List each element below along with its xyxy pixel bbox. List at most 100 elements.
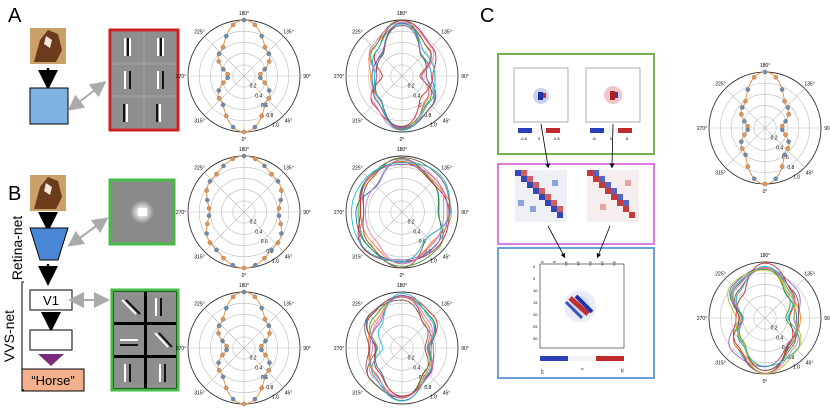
polar-data-point (782, 98, 787, 104)
polar-radius-label: 0.4 (255, 93, 262, 99)
polar-plot-4: 0°45°90°135°180°225°270°315°0.20.40.60.8… (334, 147, 469, 279)
polar-data-point (230, 262, 235, 268)
polar-spoke (362, 347, 403, 388)
filter-grid-a (108, 28, 180, 132)
polar-data-point (751, 75, 757, 80)
polar-radius-label: 0.6 (419, 375, 426, 381)
hm-y-tick-15: 15 (533, 300, 538, 305)
polar-data-point (206, 206, 212, 211)
polar-angle-label: 315° (352, 391, 362, 397)
polar-data-point (216, 96, 222, 101)
polar-radius-label: 1.0 (793, 174, 800, 180)
polar-data-point (205, 221, 210, 227)
polar-data-point (262, 102, 268, 108)
polar-angle-label: 180° (397, 11, 407, 17)
retina-filter-image (108, 178, 176, 246)
polar-angle-label: 135° (441, 301, 451, 307)
polar-radius-label: 0.4 (776, 335, 783, 341)
polar-radius-label: 0.2 (408, 220, 415, 226)
polar-data-point (252, 22, 258, 28)
polar-data-point (230, 396, 236, 402)
rf-map-right (585, 67, 641, 123)
polar-data-point (207, 240, 213, 245)
polar-angle-label: 315° (715, 361, 725, 367)
polar-data-point (224, 347, 229, 353)
polar-neuron-line (359, 163, 449, 261)
polar-data-point (262, 316, 268, 322)
polar-data-point (739, 146, 745, 151)
polar-angle-label: 135° (283, 301, 293, 307)
polar-spoke (243, 211, 284, 252)
polar-spoke (204, 347, 245, 388)
polar-data-point (278, 197, 283, 203)
polar-spoke (725, 278, 766, 319)
polar-data-point (230, 156, 235, 162)
polar-data-point (206, 213, 212, 218)
polar-data-point (745, 164, 751, 169)
polar-radius-label: 1.0 (430, 258, 437, 264)
polar-spoke (401, 172, 442, 213)
polar-data-point (224, 385, 229, 391)
polar-angle-label: 0° (763, 189, 768, 195)
retina-net-trapezoid (29, 227, 69, 261)
filter-grid-b (110, 288, 180, 392)
polar-angle-label: 135° (804, 81, 814, 87)
polar-data-point (253, 262, 258, 268)
polar-radius-label: 1.0 (272, 122, 279, 128)
polar-data-point (220, 66, 226, 72)
polar-plot-7: 0° 45° 90° 135° 180° 225° 270° 315° 0.2 0.4 0.6 0.8… (697, 63, 830, 195)
polar-spoke (204, 172, 245, 213)
colorbar-large (540, 356, 624, 361)
polar-radius-label: 1.0 (793, 364, 800, 370)
polar-angle-label: 180° (239, 11, 249, 17)
polar-spoke (243, 172, 284, 213)
polar-data-point (773, 176, 779, 181)
polar-spoke (725, 317, 766, 358)
polar-radius-label: 0.6 (261, 239, 268, 245)
polar-data-point (266, 323, 272, 328)
polar-plot-2: 0°45°90°135°180°225°270°315°0.20.40.60.8… (334, 11, 469, 143)
polar-data-point (216, 323, 222, 328)
cb-left-tick-mid: 0 (538, 136, 541, 141)
polar-data-point (241, 289, 247, 295)
polar-plots: 0°45°90°135°180°225°270°315°0.20.40.60.8… (176, 11, 830, 407)
retina-net-label: Retina-net (9, 216, 25, 281)
polar-neuron-line (368, 296, 434, 398)
polar-data-point (216, 88, 222, 93)
colorbar-small-right (590, 128, 632, 133)
polar-spoke (204, 211, 245, 252)
network-box-a (29, 87, 69, 125)
polar-data-point (262, 80, 268, 86)
polar-spoke (764, 317, 805, 358)
polar-spoke (204, 308, 245, 349)
polar-radius-label: 0.6 (419, 239, 426, 245)
vvs-bracket (21, 281, 24, 391)
v1-label: V1 (43, 293, 59, 308)
hm-x-tick-5: 5 (552, 261, 557, 264)
arrow-kernel-left-to-map (547, 225, 566, 259)
polar-radius-label: 1.0 (430, 122, 437, 128)
rf-map-left (513, 67, 569, 123)
polar-radius-label: 0.8 (266, 113, 273, 119)
polar-angle-label: 90° (461, 346, 469, 352)
polar-neuron-line (358, 158, 444, 267)
polar-data-point (783, 119, 788, 124)
polar-data-point (278, 221, 283, 227)
polar-data-point (266, 59, 272, 64)
polar-data-point (221, 255, 226, 261)
kernel-heatmap-left (515, 170, 567, 222)
hm-x-tick-15: 15 (576, 261, 581, 266)
polar-data-point (216, 51, 222, 56)
hm-y-tick-0: 0 (533, 264, 536, 269)
polar-radius-label: 1.0 (430, 394, 437, 400)
polar-data-point (216, 331, 221, 336)
kernel-heatmap-right (587, 170, 639, 222)
polar-angle-label: 45° (443, 255, 451, 261)
polar-angle-label: 225° (194, 29, 204, 35)
polar-radius-label: 0.8 (787, 165, 794, 171)
polar-data-point (745, 87, 751, 92)
polar-data-point (224, 33, 229, 39)
polar-data-point (258, 72, 263, 77)
polar-angle-label: 225° (715, 81, 725, 87)
